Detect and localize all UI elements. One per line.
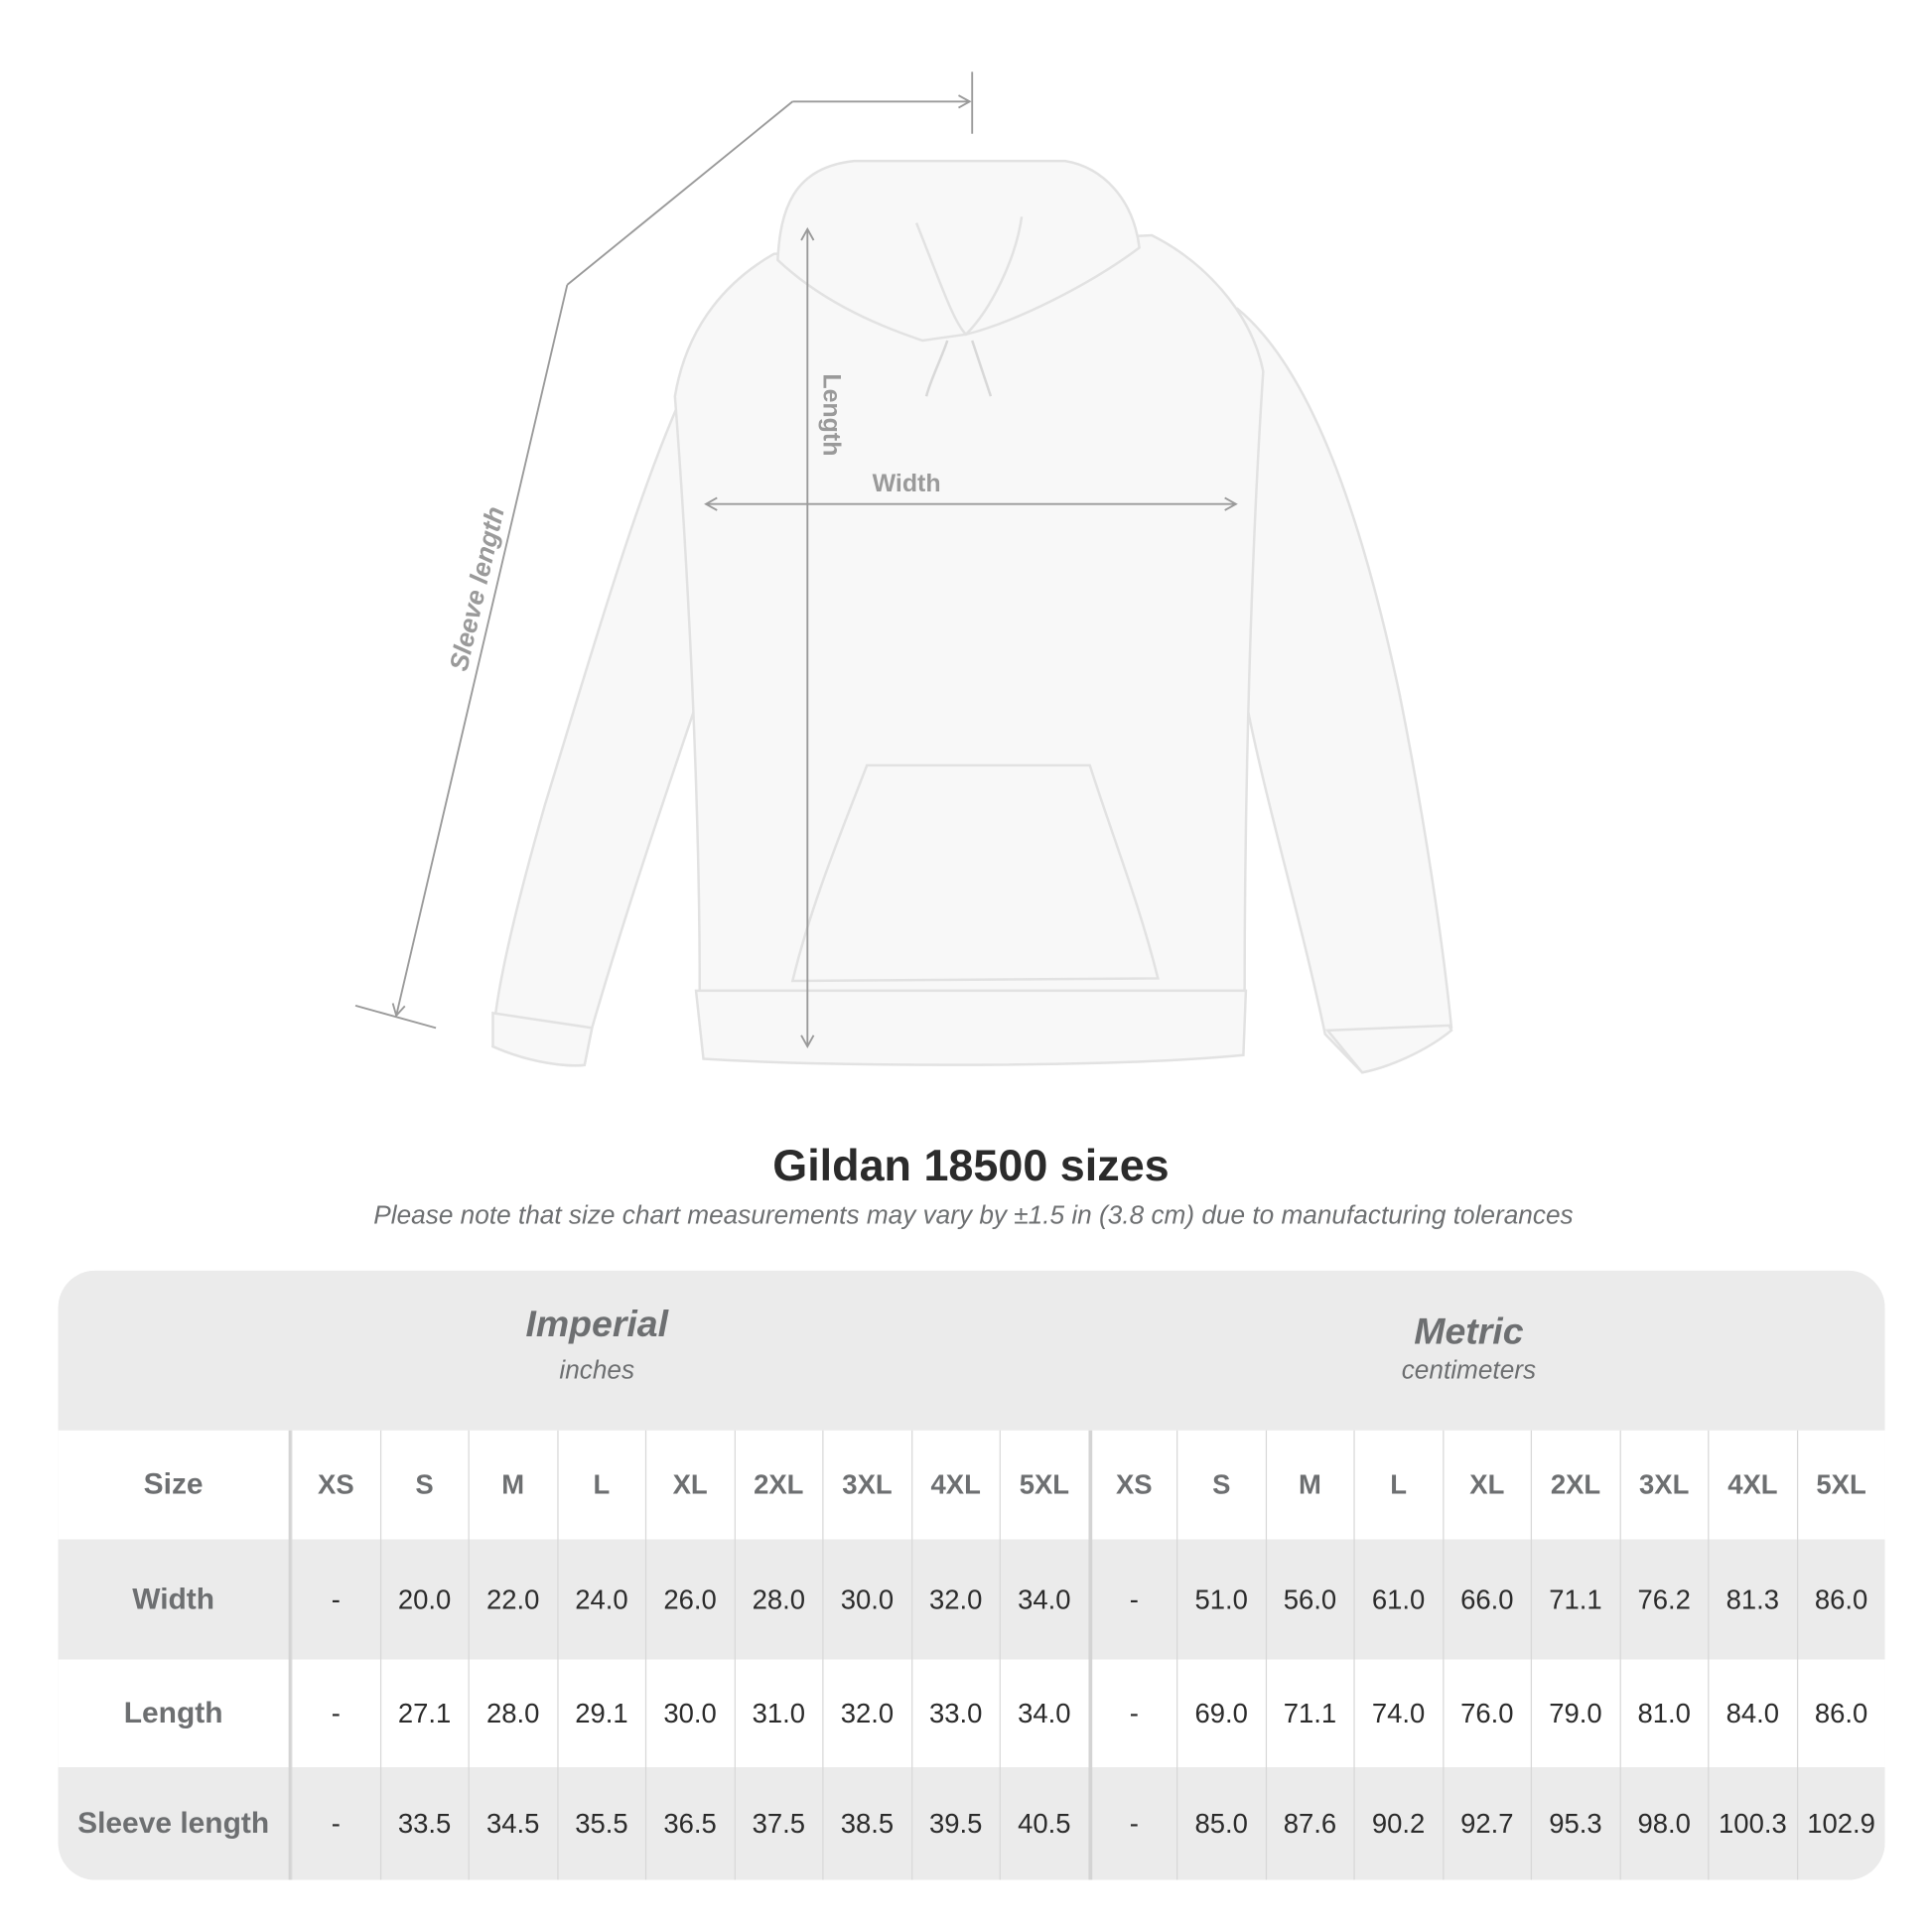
size-table: Imperial inches Metric centimeters Size … (58, 1270, 1885, 1880)
table-cell: - (291, 1767, 379, 1880)
table-cell: 32.0 (822, 1659, 910, 1768)
table-cell: 76.2 (1618, 1539, 1708, 1660)
size-header-cell: 4XL (910, 1430, 999, 1540)
size-header-cell: 5XL (1796, 1430, 1884, 1540)
table-cell: 20.0 (379, 1539, 468, 1660)
table-cell: - (291, 1539, 379, 1660)
table-row: Length -27.1 28.0 29.1 30.0 31.0 32.0 33.0 34.0-… (58, 1659, 1885, 1768)
imperial-title: Imperial (525, 1304, 669, 1345)
table-cell: 37.5 (734, 1767, 822, 1880)
size-header-cell: S (1176, 1430, 1265, 1540)
size-header-cell: XL (1442, 1430, 1531, 1540)
table-cell: 28.0 (468, 1659, 557, 1768)
size-header-cell: 3XL (1618, 1430, 1708, 1540)
table-cell: 56.0 (1265, 1539, 1353, 1660)
table-cell: 36.5 (644, 1767, 734, 1880)
size-header-cell: XS (1087, 1430, 1176, 1540)
unit-header: Imperial inches Metric centimeters (58, 1270, 1885, 1431)
table-cell: 24.0 (556, 1539, 645, 1660)
metric-unit: centimeters (1401, 1355, 1537, 1385)
imperial-unit: inches (559, 1355, 635, 1385)
table-cell: 34.0 (999, 1659, 1088, 1768)
table-cell: 34.5 (468, 1767, 557, 1880)
row-label: Width (59, 1539, 292, 1660)
hoodie-illustration: Width Length Sleeve length (354, 71, 1453, 1074)
table-cell: 81.0 (1618, 1659, 1708, 1768)
metric-header: Metric centimeters (1221, 1311, 1717, 1386)
table-cell: - (1087, 1659, 1176, 1768)
size-header-cell: XL (644, 1430, 734, 1540)
table-cell: 85.0 (1176, 1767, 1265, 1880)
table-cell: 30.0 (822, 1539, 910, 1660)
table-cell: 40.5 (999, 1767, 1088, 1880)
table-cell: 31.0 (734, 1659, 822, 1768)
size-header-cell: L (1353, 1430, 1442, 1540)
table-cell: 22.0 (468, 1539, 557, 1660)
size-header-cell: M (1265, 1430, 1353, 1540)
table-cell: 30.0 (644, 1659, 734, 1768)
table-cell: - (1087, 1539, 1176, 1660)
table-cell: 98.0 (1618, 1767, 1708, 1880)
row-label: Sleeve length (59, 1767, 292, 1880)
table-cell: 79.0 (1530, 1659, 1619, 1768)
size-header-cell: 5XL (999, 1430, 1088, 1540)
table-cell: 33.5 (379, 1767, 468, 1880)
table-cell: 34.0 (999, 1539, 1088, 1660)
width-label: Width (873, 470, 941, 497)
table-cell: 74.0 (1353, 1659, 1442, 1768)
row-label: Length (59, 1659, 292, 1768)
table-cell: 39.5 (910, 1767, 999, 1880)
page-title: Gildan 18500 sizes (772, 1139, 1170, 1190)
table-cell: - (1087, 1767, 1176, 1880)
size-header-cell: S (379, 1430, 468, 1540)
table-cell: 29.1 (556, 1659, 645, 1768)
hoodie-image (491, 159, 1453, 1074)
table-cell: 33.0 (910, 1659, 999, 1768)
table-row: Sleeve length -33.5 34.5 35.5 36.5 37.5 38.5 39… (58, 1767, 1885, 1880)
table-cell: 84.0 (1708, 1659, 1796, 1768)
size-label: Size (59, 1430, 292, 1540)
table-cell: 86.0 (1796, 1659, 1884, 1768)
tolerance-note: Please note that size chart measurements… (373, 1200, 1574, 1230)
imperial-header: Imperial inches (349, 1305, 845, 1386)
table-cell: 51.0 (1176, 1539, 1265, 1660)
table-cell: 66.0 (1442, 1539, 1531, 1660)
table-cell: 69.0 (1176, 1659, 1265, 1768)
size-header-cell: XS (291, 1430, 379, 1540)
table-cell: 35.5 (556, 1767, 645, 1880)
table-cell: 100.3 (1708, 1767, 1796, 1880)
size-header-cell: 3XL (822, 1430, 910, 1540)
measurement-lines (354, 71, 1238, 1048)
table-cell: 90.2 (1353, 1767, 1442, 1880)
size-header-cell: M (468, 1430, 557, 1540)
table-cell: 87.6 (1265, 1767, 1353, 1880)
table-cell: 28.0 (734, 1539, 822, 1660)
size-header-row: Size XS S M L XL 2XL 3XL 4XL 5XL XS S M L XL 2XL 3XL 4XL… (58, 1430, 1885, 1540)
table-cell: 26.0 (644, 1539, 734, 1660)
size-header-cell: 2XL (1530, 1430, 1619, 1540)
table-cell: 76.0 (1442, 1659, 1531, 1768)
table-cell: 61.0 (1353, 1539, 1442, 1660)
table-cell: - (291, 1659, 379, 1768)
table-cell: 92.7 (1442, 1767, 1531, 1880)
size-header-cell: L (556, 1430, 645, 1540)
size-header-cell: 4XL (1708, 1430, 1796, 1540)
sleeve-length-label: Sleeve length (444, 503, 510, 673)
table-cell: 71.1 (1530, 1539, 1619, 1660)
table-cell: 102.9 (1796, 1767, 1884, 1880)
size-header-cell: 2XL (734, 1430, 822, 1540)
length-label: Length (818, 373, 846, 456)
table-cell: 32.0 (910, 1539, 999, 1660)
table-cell: 86.0 (1796, 1539, 1884, 1660)
table-cell: 38.5 (822, 1767, 910, 1880)
table-cell: 95.3 (1530, 1767, 1619, 1880)
table-cell: 81.3 (1708, 1539, 1796, 1660)
metric-title: Metric (1414, 1311, 1524, 1353)
table-cell: 27.1 (379, 1659, 468, 1768)
table-row: Width -20.0 22.0 24.0 26.0 28.0 30.0 32.0 34.0-5… (58, 1539, 1885, 1660)
table-cell: 71.1 (1265, 1659, 1353, 1768)
